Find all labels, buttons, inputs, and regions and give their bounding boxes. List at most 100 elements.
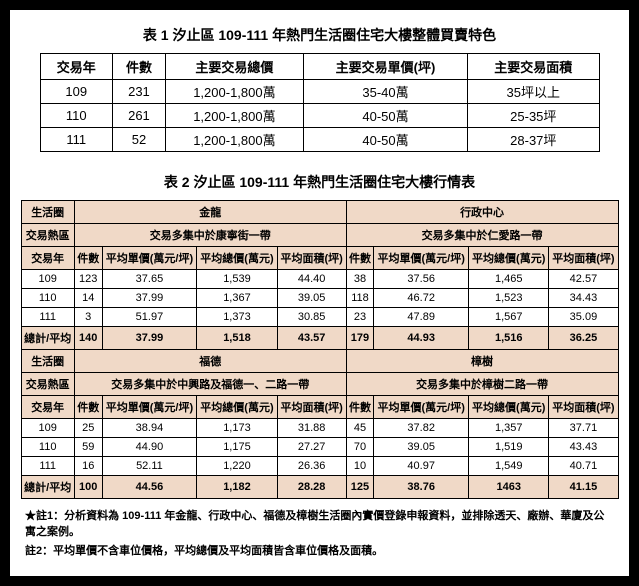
t2-cell: 140	[74, 327, 102, 350]
t2-cell: 平均面積(坪)	[549, 247, 618, 270]
t2-cell: 平均總價(萬元)	[197, 396, 277, 419]
t1-header: 主要交易單價(坪)	[303, 54, 467, 80]
t1-cell: 110	[40, 104, 113, 128]
t2-cell: 34.43	[549, 289, 618, 308]
t1-cell: 231	[113, 80, 166, 104]
t1-cell: 35坪以上	[468, 80, 599, 104]
t2-cell: 40.97	[374, 457, 469, 476]
t2-cell: 37.99	[102, 327, 197, 350]
t2-cell: 交易熱區	[21, 373, 74, 396]
t2-cell: 44.56	[102, 476, 197, 499]
t1-cell: 35-40萬	[303, 80, 467, 104]
t2-cell: 交易多集中於樟樹二路一帶	[346, 373, 618, 396]
t2-cell: 109	[21, 270, 74, 289]
t2-cell: 1,220	[197, 457, 277, 476]
t2-cell: 125	[346, 476, 374, 499]
t2-cell: 38	[346, 270, 374, 289]
t2-cell: 110	[21, 438, 74, 457]
t2-cell: 16	[74, 457, 102, 476]
table1-title: 表 1 汐止區 109-111 年熱門生活圈住宅大樓整體買賣特色	[20, 25, 619, 45]
t2-cell: 1,465	[469, 270, 549, 289]
t2-cell: 26.36	[277, 457, 346, 476]
t2-cell: 1,373	[197, 308, 277, 327]
t2-cell: 14	[74, 289, 102, 308]
t2-cell: 平均面積(坪)	[277, 396, 346, 419]
t2-cell: 1,549	[469, 457, 549, 476]
t2-cell: 交易多集中於康寧街一帶	[74, 224, 346, 247]
t2-cell: 交易多集中於仁愛路一帶	[346, 224, 618, 247]
t2-cell: 37.65	[102, 270, 197, 289]
t2-cell: 45	[346, 419, 374, 438]
t2-cell: 70	[346, 438, 374, 457]
t2-cell: 44.40	[277, 270, 346, 289]
t2-cell: 38.94	[102, 419, 197, 438]
t2-cell: 平均總價(萬元)	[469, 247, 549, 270]
t2-cell: 生活圈	[21, 350, 74, 373]
t2-cell: 109	[21, 419, 74, 438]
t2-cell: 118	[346, 289, 374, 308]
t2-cell: 38.76	[374, 476, 469, 499]
t2-cell: 1,518	[197, 327, 277, 350]
t2-cell: 件數	[74, 396, 102, 419]
t2-cell: 生活圈	[21, 201, 74, 224]
note1: ★註1：分析資料為 109-111 年金龍、行政中心、福德及樟樹生活圈內實價登錄…	[25, 507, 614, 539]
t2-cell: 37.56	[374, 270, 469, 289]
t2-cell: 1,175	[197, 438, 277, 457]
t2-cell: 福德	[74, 350, 346, 373]
t2-cell: 1,539	[197, 270, 277, 289]
t2-cell: 金龍	[74, 201, 346, 224]
t2-cell: 平均面積(坪)	[277, 247, 346, 270]
t1-cell: 109	[40, 80, 113, 104]
t2-cell: 1,516	[469, 327, 549, 350]
t2-cell: 平均面積(坪)	[549, 396, 618, 419]
t2-cell: 1,367	[197, 289, 277, 308]
t2-cell: 交易年	[21, 396, 74, 419]
t2-cell: 47.89	[374, 308, 469, 327]
t2-cell: 111	[21, 308, 74, 327]
t2-cell: 179	[346, 327, 374, 350]
t2-cell: 1,357	[469, 419, 549, 438]
t2-cell: 1,567	[469, 308, 549, 327]
t1-cell: 1,200-1,800萬	[165, 104, 303, 128]
t1-cell: 28-37坪	[468, 128, 599, 152]
t2-cell: 41.15	[549, 476, 618, 499]
t2-cell: 44.90	[102, 438, 197, 457]
t1-cell: 111	[40, 128, 113, 152]
table2: 生活圈金龍行政中心交易熱區交易多集中於康寧街一帶交易多集中於仁愛路一帶交易年件數…	[21, 200, 619, 499]
t1-cell: 40-50萬	[303, 128, 467, 152]
t2-cell: 36.25	[549, 327, 618, 350]
t2-cell: 59	[74, 438, 102, 457]
t2-cell: 100	[74, 476, 102, 499]
t2-cell: 件數	[74, 247, 102, 270]
t2-cell: 1463	[469, 476, 549, 499]
t1-cell: 1,200-1,800萬	[165, 80, 303, 104]
t2-cell: 1,519	[469, 438, 549, 457]
t2-cell: 110	[21, 289, 74, 308]
t2-cell: 30.85	[277, 308, 346, 327]
t2-cell: 42.57	[549, 270, 618, 289]
t1-header: 件數	[113, 54, 166, 80]
t2-cell: 交易年	[21, 247, 74, 270]
t2-cell: 123	[74, 270, 102, 289]
t2-cell: 10	[346, 457, 374, 476]
t2-cell: 43.43	[549, 438, 618, 457]
table1: 交易年件數主要交易總價主要交易單價(坪)主要交易面積 1092311,200-1…	[40, 53, 600, 152]
t2-cell: 3	[74, 308, 102, 327]
t2-cell: 39.05	[374, 438, 469, 457]
t1-header: 主要交易總價	[165, 54, 303, 80]
t2-cell: 39.05	[277, 289, 346, 308]
t2-cell: 平均單價(萬元/坪)	[102, 396, 197, 419]
note2: 註2：平均單價不含車位價格，平均總價及平均面積皆含車位價格及面積。	[25, 542, 614, 558]
t2-cell: 46.72	[374, 289, 469, 308]
t2-cell: 37.99	[102, 289, 197, 308]
t2-cell: 43.57	[277, 327, 346, 350]
t2-cell: 28.28	[277, 476, 346, 499]
t2-cell: 27.27	[277, 438, 346, 457]
t1-cell: 25-35坪	[468, 104, 599, 128]
t2-cell: 23	[346, 308, 374, 327]
t2-cell: 平均總價(萬元)	[197, 247, 277, 270]
t2-cell: 35.09	[549, 308, 618, 327]
t2-cell: 51.97	[102, 308, 197, 327]
t1-cell: 52	[113, 128, 166, 152]
t2-cell: 37.82	[374, 419, 469, 438]
